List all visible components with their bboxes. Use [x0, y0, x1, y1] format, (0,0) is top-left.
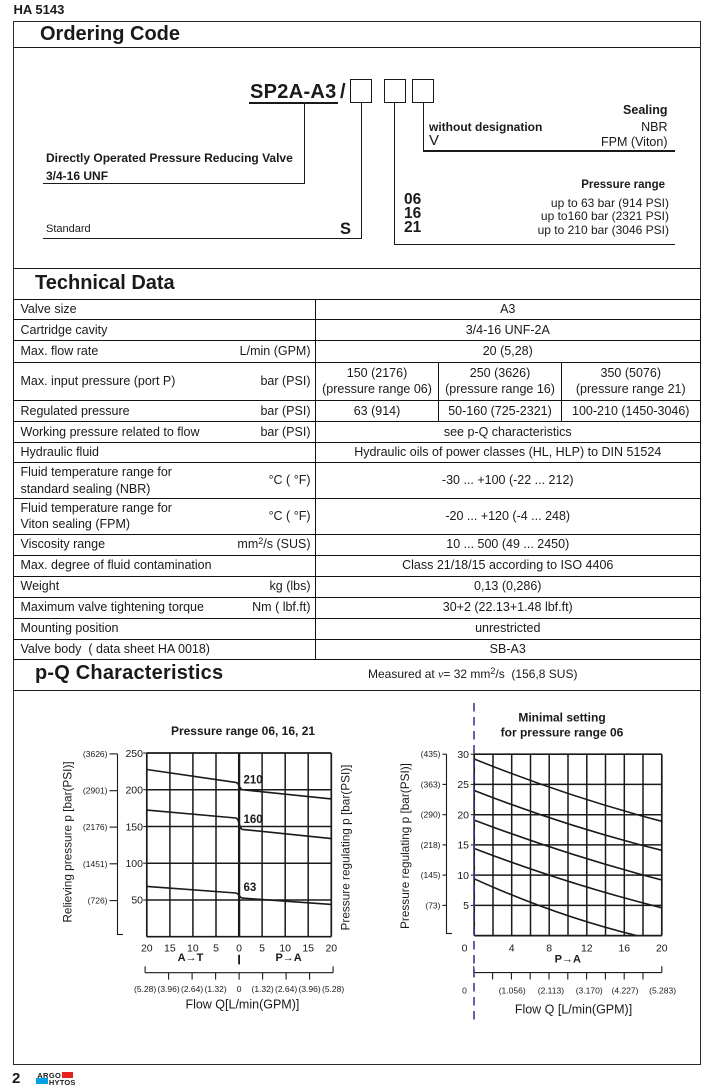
svg-text:(1.056): (1.056): [499, 986, 526, 996]
svg-text:Minimal setting: Minimal setting: [518, 711, 605, 725]
svg-text:20: 20: [656, 943, 668, 955]
svg-text:A→T: A→T: [178, 952, 204, 964]
svg-text:150: 150: [125, 821, 143, 833]
svg-text:(363): (363): [421, 779, 441, 789]
svg-text:5: 5: [463, 900, 469, 912]
svg-text:(2.64): (2.64): [275, 984, 297, 994]
svg-text:(2.64): (2.64): [181, 984, 203, 994]
svg-text:20: 20: [325, 943, 337, 955]
svg-text:15: 15: [164, 943, 176, 955]
svg-text:63: 63: [244, 882, 257, 894]
svg-text:Flow Q[L/min(GPM)]: Flow Q[L/min(GPM)]: [185, 998, 299, 1012]
svg-text:(3626): (3626): [83, 749, 108, 759]
svg-text:0: 0: [237, 984, 242, 994]
svg-text:10: 10: [457, 870, 469, 882]
svg-text:Pressure range 06, 16, 21: Pressure range 06, 16, 21: [171, 724, 315, 738]
svg-text:(726): (726): [88, 896, 108, 906]
svg-text:(73): (73): [425, 900, 440, 910]
svg-text:(3.170): (3.170): [576, 986, 603, 996]
svg-text:(5.283): (5.283): [649, 986, 676, 996]
svg-text:210: 210: [244, 775, 263, 787]
svg-text:30: 30: [457, 749, 469, 761]
svg-text:(2901): (2901): [83, 786, 108, 796]
svg-text:15: 15: [302, 943, 314, 955]
svg-text:(5.28): (5.28): [134, 984, 156, 994]
svg-text:8: 8: [546, 943, 552, 955]
svg-text:0: 0: [462, 943, 468, 955]
svg-text:15: 15: [457, 840, 469, 852]
svg-text:10: 10: [279, 943, 291, 955]
svg-text:0: 0: [462, 986, 467, 996]
svg-text:5: 5: [259, 943, 265, 955]
svg-text:25: 25: [457, 779, 469, 791]
svg-text:(1.32): (1.32): [251, 984, 273, 994]
svg-text:10: 10: [187, 943, 199, 955]
svg-text:(2176): (2176): [83, 822, 108, 832]
svg-text:(4.227): (4.227): [612, 986, 639, 996]
svg-text:12: 12: [581, 943, 593, 955]
svg-text:(435): (435): [421, 749, 441, 759]
svg-text:5: 5: [213, 943, 219, 955]
svg-text:(2.113): (2.113): [538, 986, 564, 996]
svg-text:Pressure regulating p [bar(PSI: Pressure regulating p [bar(PSI)]: [339, 765, 353, 931]
svg-text:16: 16: [618, 943, 630, 955]
svg-text:(1451): (1451): [83, 859, 108, 869]
svg-text:(218): (218): [421, 840, 441, 850]
svg-text:(5.28): (5.28): [322, 984, 344, 994]
svg-text:(1.32): (1.32): [204, 984, 226, 994]
svg-text:(145): (145): [421, 870, 441, 880]
svg-text:(3.96): (3.96): [298, 984, 320, 994]
svg-text:250: 250: [125, 748, 143, 760]
svg-text:100: 100: [125, 858, 143, 870]
svg-text:Flow Q [L/min(GPM)]: Flow Q [L/min(GPM)]: [515, 1003, 632, 1017]
svg-text:(290): (290): [421, 810, 441, 820]
svg-text:20: 20: [457, 810, 469, 822]
svg-text:4: 4: [509, 943, 515, 955]
svg-text:for pressure range 06: for pressure range 06: [501, 726, 624, 740]
svg-text:(3.96): (3.96): [157, 984, 179, 994]
svg-text:P→A: P→A: [555, 954, 581, 966]
svg-text:Relieving pressure p [bar(PSI): Relieving pressure p [bar(PSI)]: [61, 761, 75, 922]
svg-text:20: 20: [141, 943, 153, 955]
svg-text:50: 50: [131, 895, 143, 907]
svg-text:P→A: P→A: [275, 952, 301, 964]
svg-text:160: 160: [244, 814, 263, 826]
svg-text:Pressure regulating p [bar(PSI: Pressure regulating p [bar(PSI)]: [398, 763, 412, 929]
svg-text:200: 200: [125, 785, 143, 797]
svg-text:0: 0: [236, 943, 242, 955]
